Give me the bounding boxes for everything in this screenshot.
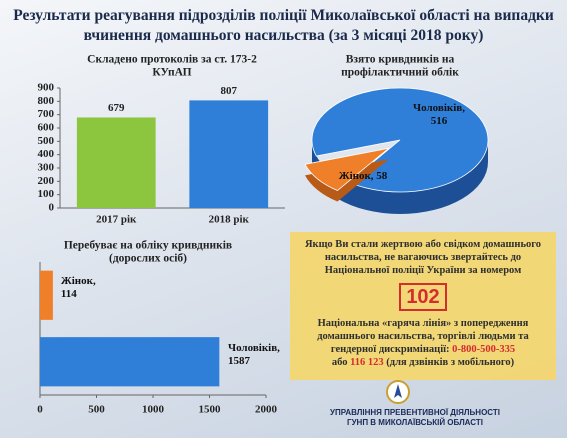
emergency-number: 102	[399, 283, 447, 311]
value-label: 679	[108, 102, 125, 114]
x-tick-label: 2000	[255, 404, 278, 416]
hotline-label: Національна «гаряча лінія» з попередженн…	[317, 318, 529, 355]
y-tick-label: 800	[38, 95, 55, 107]
y-tick-label: 500	[38, 135, 55, 147]
y-tick-label: 300	[38, 162, 55, 174]
hotline-text: Національна «гаряча лінія» з попередженн…	[296, 317, 550, 369]
chart-title: (дорослих осіб)	[109, 253, 187, 265]
footer: УПРАВЛІННЯ ПРЕВЕНТИВНОЇ ДІЯЛЬНОСТІ ГУНП …	[330, 408, 500, 428]
main-title: Результати реагування підрозділів поліці…	[13, 7, 554, 44]
mobile-number: 116 123	[350, 357, 384, 368]
chart-title: КУпАП	[152, 67, 191, 79]
y-tick-label: 400	[38, 148, 55, 160]
pie-slice	[311, 87, 489, 193]
emblem-trident	[394, 384, 402, 398]
y-tick-label: 700	[38, 108, 55, 120]
hotline-phone: 0-800-500-335	[452, 344, 516, 355]
bar	[40, 270, 53, 320]
footer-line: ГУНП В МИКОЛАЇВСЬКІЙ ОБЛАСТІ	[347, 418, 483, 427]
chart-title: профілактичний облік	[341, 67, 459, 79]
chart-title: Взято кривдників на	[346, 54, 455, 66]
notice-box: Якщо Ви стали жертвою або свідком домашн…	[290, 232, 556, 380]
slice-label: Чоловіків, 516	[413, 102, 465, 127]
or-text: або	[331, 357, 348, 368]
y-tick-label: 0	[49, 202, 55, 214]
x-tick-label: 2018 рік	[209, 214, 250, 226]
x-tick-label: 0	[37, 404, 43, 416]
bar	[76, 117, 156, 208]
bar	[40, 337, 220, 387]
x-tick-label: 1500	[199, 404, 222, 416]
x-tick-label: 500	[88, 404, 105, 416]
slice-label: Жінок, 58	[338, 170, 388, 182]
pie-slice	[304, 147, 389, 191]
bar-label: Чоловіків, 1587	[228, 341, 280, 367]
y-tick-label: 200	[38, 175, 55, 187]
footer-line: УПРАВЛІННЯ ПРЕВЕНТИВНОЇ ДІЯЛЬНОСТІ	[330, 408, 500, 417]
bar	[189, 100, 269, 208]
notice-text: Якщо Ви стали жертвою або свідком домашн…	[304, 239, 542, 276]
bar-label: Жінок, 114	[60, 275, 96, 301]
pie-side	[312, 140, 488, 214]
mobile-note: (для дзвінків з мобільного)	[386, 357, 515, 368]
y-tick-label: 900	[38, 82, 55, 94]
value-label: 807	[221, 85, 238, 97]
x-tick-label: 1000	[142, 404, 165, 416]
chart-title: Складено протоколів за ст. 173-2	[87, 54, 257, 66]
y-tick-label: 600	[38, 122, 55, 134]
chart-title: Перебуває на обліку кривдників	[64, 240, 232, 252]
x-tick-label: 2017 рік	[96, 214, 137, 226]
y-tick-label: 100	[38, 188, 55, 200]
